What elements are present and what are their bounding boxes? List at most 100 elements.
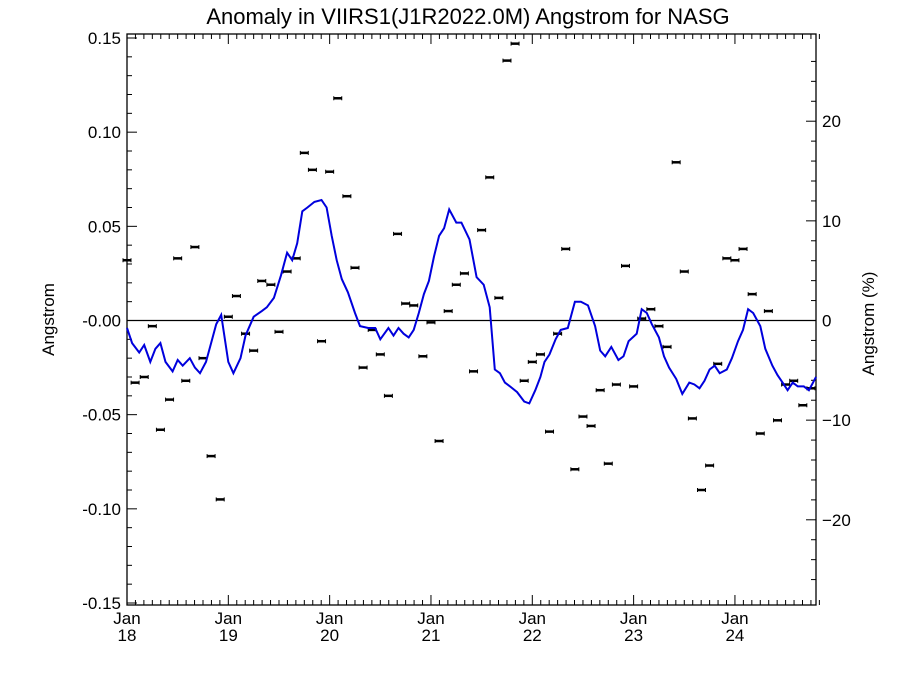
y2-axis-title: Angstrom (%) bbox=[859, 272, 878, 376]
data-point bbox=[274, 329, 284, 334]
data-point bbox=[307, 167, 317, 172]
data-point bbox=[342, 194, 352, 199]
x-tick-label-year: 19 bbox=[219, 626, 238, 645]
data-point bbox=[738, 246, 748, 251]
data-point bbox=[578, 414, 588, 419]
data-point bbox=[671, 160, 681, 165]
data-point bbox=[147, 324, 157, 329]
data-point bbox=[231, 294, 241, 299]
x-tick-label-month: Jan bbox=[113, 609, 140, 628]
data-point bbox=[485, 175, 495, 180]
data-point bbox=[713, 361, 723, 366]
y-axis-right: 20 10 0 −10 −20 bbox=[806, 60, 851, 581]
data-point bbox=[629, 384, 639, 389]
data-point bbox=[181, 378, 191, 383]
data-point bbox=[646, 307, 656, 312]
data-point bbox=[747, 292, 757, 297]
data-point bbox=[510, 41, 520, 46]
y-axis-title: Angstrom bbox=[39, 283, 58, 356]
data-point bbox=[561, 246, 571, 251]
data-point bbox=[249, 348, 259, 353]
data-point bbox=[401, 301, 411, 306]
monthly-points-series bbox=[122, 41, 816, 502]
data-point bbox=[409, 303, 419, 308]
y2-tick-label: 10 bbox=[822, 212, 841, 231]
data-point bbox=[730, 258, 740, 263]
x-tick-label-month: Jan bbox=[620, 609, 647, 628]
x-tick-label-year: 21 bbox=[422, 626, 441, 645]
data-point bbox=[527, 359, 537, 364]
data-point bbox=[375, 352, 385, 357]
x-tick-label-year: 23 bbox=[624, 626, 643, 645]
data-point bbox=[469, 369, 479, 374]
y-tick-label: -0.10 bbox=[82, 500, 121, 519]
data-point bbox=[333, 96, 343, 101]
data-point bbox=[139, 375, 149, 379]
data-point bbox=[654, 324, 664, 329]
y-tick-label: -0.00 bbox=[82, 312, 121, 331]
x-tick-label-month: Jan bbox=[215, 609, 242, 628]
y2-tick-label: 0 bbox=[822, 312, 831, 331]
x-tick-label-year: 22 bbox=[523, 626, 542, 645]
data-point bbox=[443, 309, 453, 314]
y2-tick-label: −20 bbox=[822, 511, 851, 530]
y-tick-label: 0.10 bbox=[88, 123, 121, 142]
data-point bbox=[772, 418, 782, 423]
data-point bbox=[459, 271, 469, 276]
data-point bbox=[789, 378, 799, 383]
data-point bbox=[519, 378, 529, 383]
x-tick-label-year: 20 bbox=[320, 626, 339, 645]
data-point bbox=[545, 429, 555, 434]
y-tick-label: -0.05 bbox=[82, 406, 121, 425]
smoothed-anomaly-line bbox=[126, 198, 817, 405]
plot-frame bbox=[126, 33, 817, 606]
data-point bbox=[155, 427, 165, 432]
x-tick-label-month: Jan bbox=[721, 609, 748, 628]
data-point bbox=[679, 269, 689, 274]
data-point bbox=[299, 150, 309, 155]
data-point bbox=[705, 463, 715, 468]
data-point bbox=[130, 380, 140, 385]
data-point bbox=[621, 263, 631, 268]
data-point bbox=[662, 344, 672, 349]
data-point bbox=[755, 431, 765, 436]
x-tick-label-year: 24 bbox=[725, 626, 744, 645]
data-point bbox=[494, 295, 504, 300]
x-tick-label-month: Jan bbox=[519, 609, 546, 628]
data-point bbox=[586, 423, 596, 428]
data-point bbox=[798, 403, 808, 408]
y-tick-label: 0.05 bbox=[88, 217, 121, 236]
data-point bbox=[383, 393, 393, 398]
y-tick-label: -0.15 bbox=[82, 594, 121, 613]
data-point bbox=[358, 365, 368, 370]
data-point bbox=[477, 228, 487, 233]
data-point bbox=[165, 397, 175, 402]
data-point bbox=[611, 382, 621, 387]
data-point bbox=[190, 245, 200, 250]
data-point bbox=[434, 439, 444, 444]
data-point bbox=[206, 454, 216, 459]
data-point bbox=[697, 488, 707, 492]
data-point bbox=[215, 497, 225, 502]
x-tick-label-month: Jan bbox=[316, 609, 343, 628]
x-tick-label-month: Jan bbox=[417, 609, 444, 628]
data-point bbox=[426, 320, 436, 325]
data-point bbox=[763, 309, 773, 314]
y2-tick-label: −10 bbox=[822, 411, 851, 430]
data-point bbox=[502, 58, 512, 63]
data-point bbox=[325, 169, 335, 174]
chart-title: Anomaly in VIIRS1(J1R2022.0M) Angstrom f… bbox=[206, 4, 729, 29]
data-point bbox=[350, 265, 360, 270]
data-point bbox=[451, 282, 461, 287]
data-point bbox=[266, 282, 276, 287]
y-axis-left: 0.15 0.10 0.05 -0.00 -0.05 -0.10 -0.15 bbox=[82, 29, 137, 613]
data-point bbox=[570, 467, 580, 472]
data-point bbox=[122, 258, 132, 263]
data-point bbox=[603, 461, 613, 466]
data-point bbox=[173, 256, 183, 261]
data-point bbox=[687, 416, 697, 421]
data-point bbox=[223, 314, 233, 319]
data-point bbox=[282, 269, 292, 274]
